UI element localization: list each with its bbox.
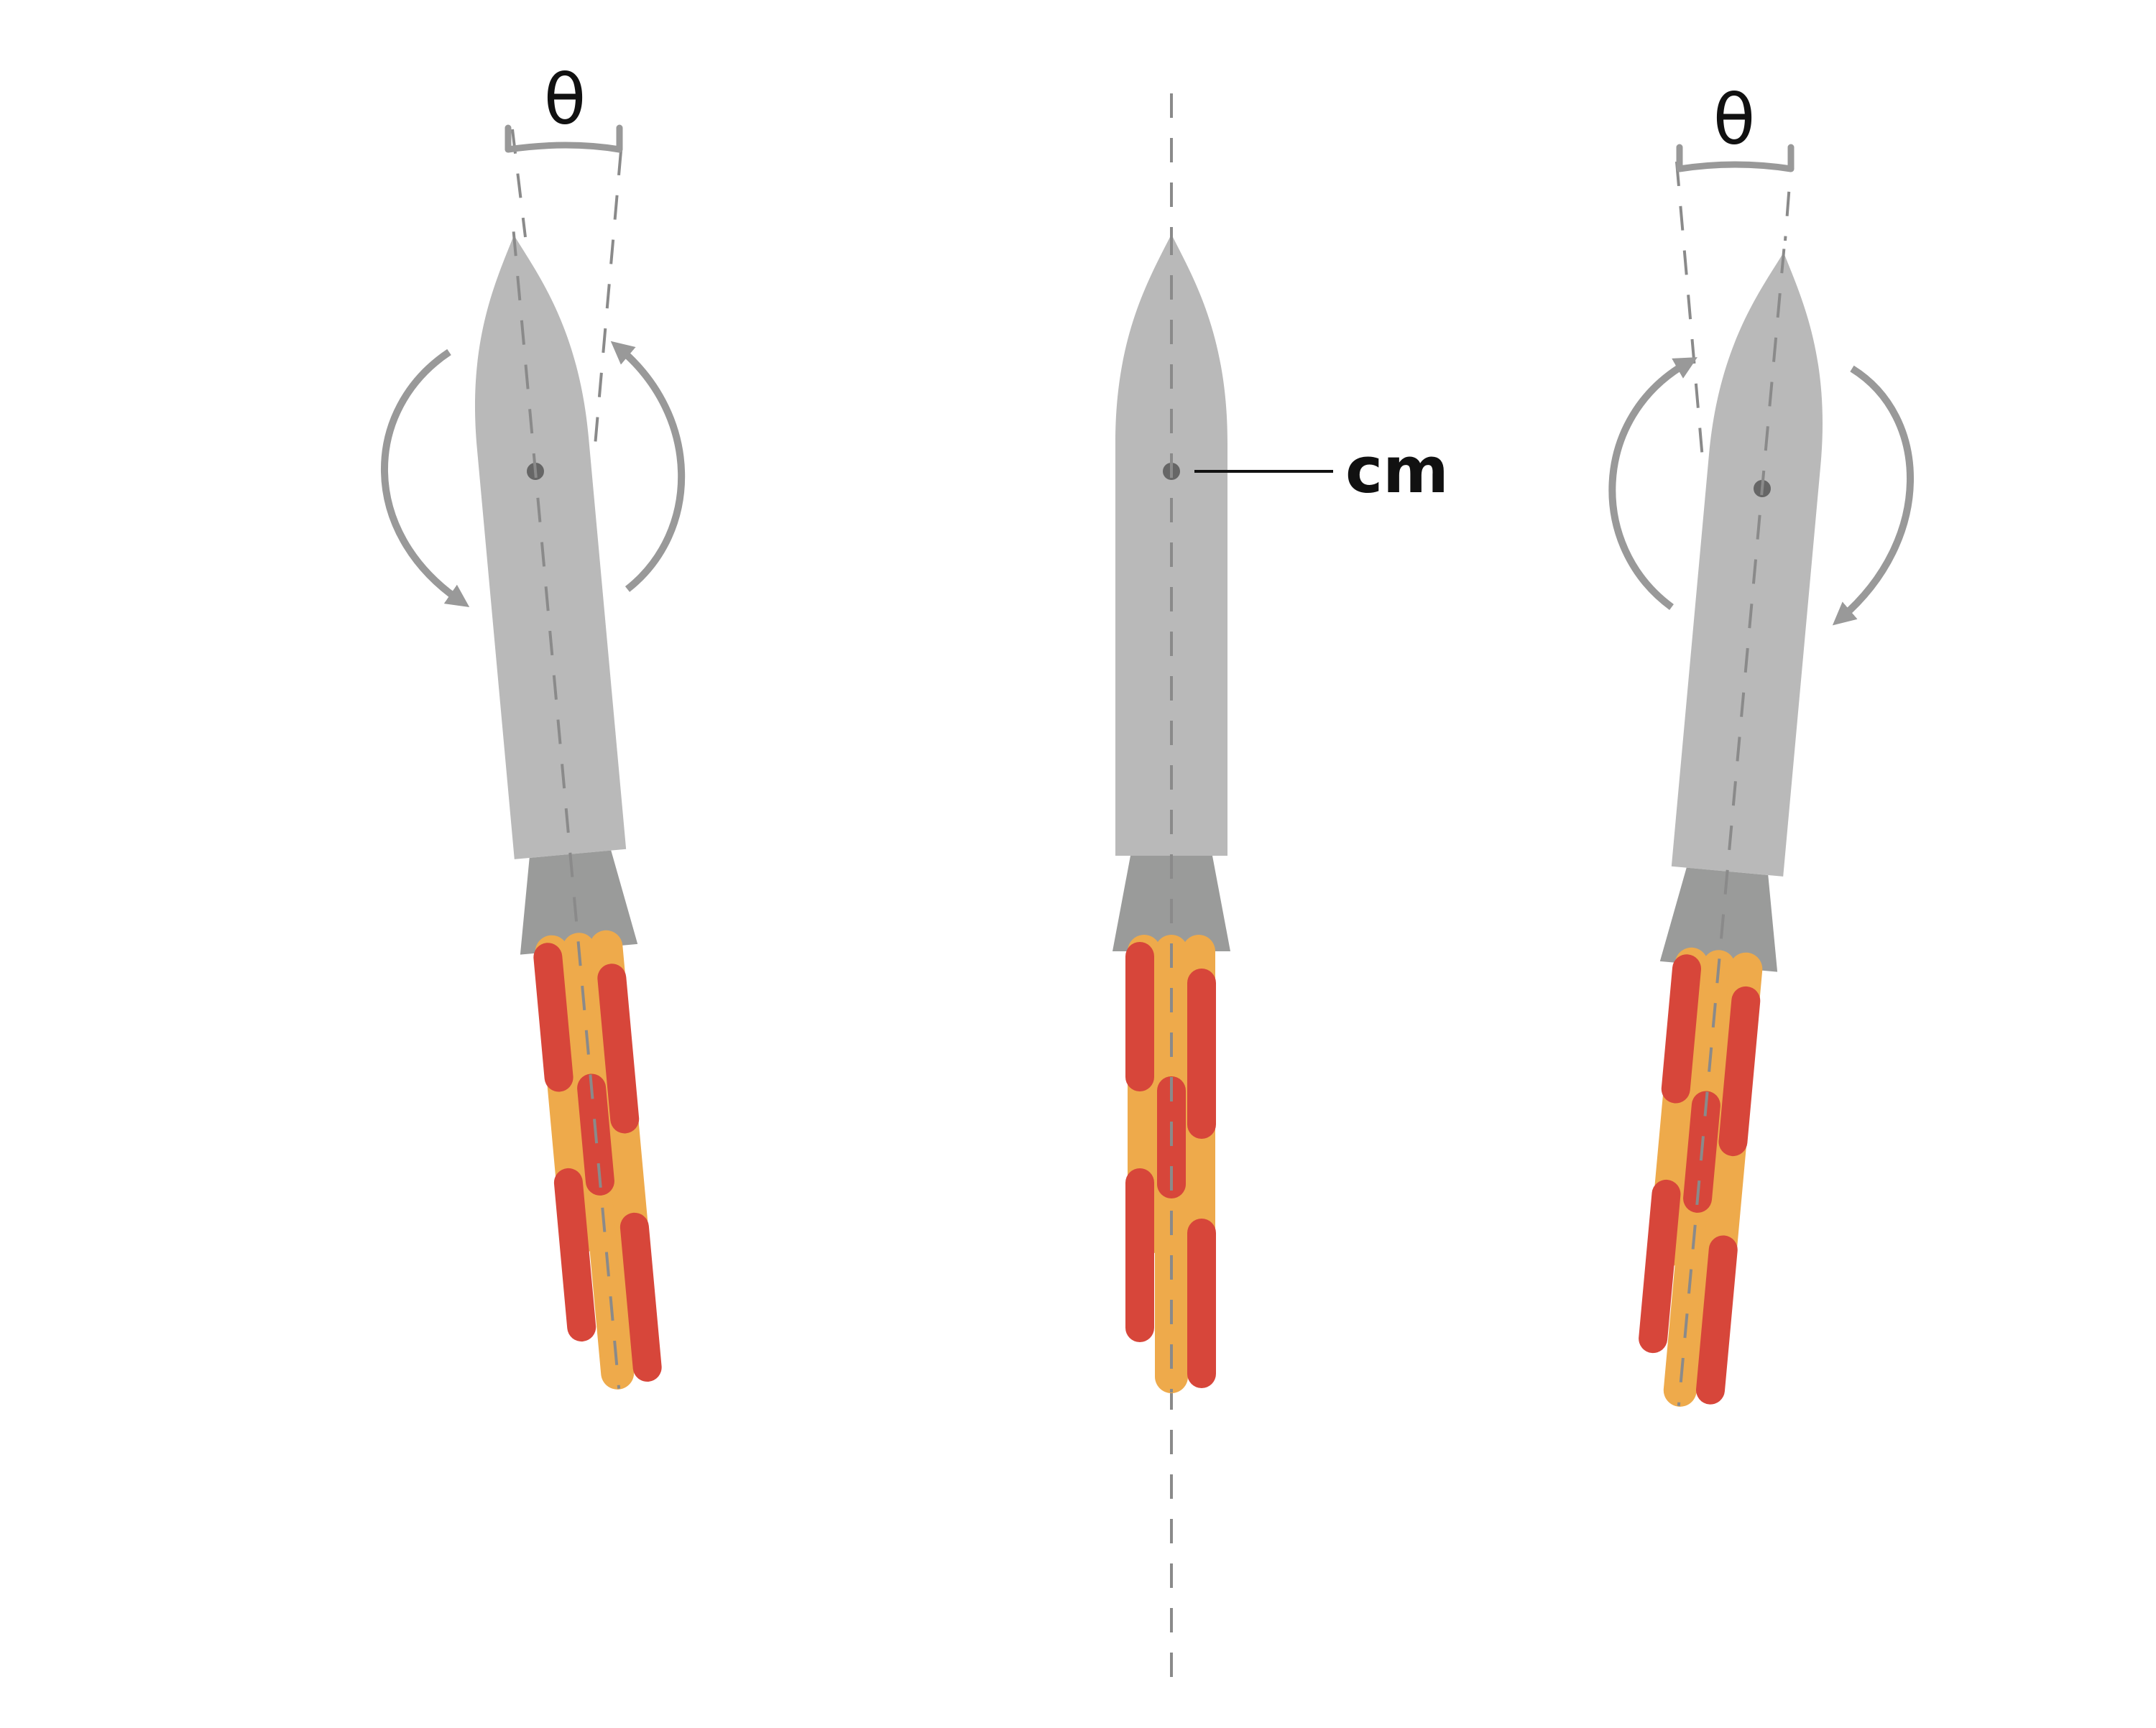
- center-rocket: cm: [1112, 93, 1449, 1688]
- theta-left-label: θ: [544, 60, 586, 140]
- left-rocket-body: [455, 226, 678, 1394]
- left-rotation-arrow-left: [381, 348, 470, 608]
- right-rotation-arrow-left: [1608, 357, 1697, 611]
- right-vertical-reference-axis: [1675, 161, 1705, 468]
- left-rocket: θ: [381, 60, 686, 1394]
- left-angle-bracket: [505, 124, 623, 153]
- center-rocket-body: [1112, 231, 1230, 1392]
- right-angle-bracket: [1676, 144, 1795, 172]
- right-rocket-body: [1620, 244, 1843, 1411]
- center-of-mass-label: cm: [1345, 433, 1449, 507]
- right-rotation-arrow-right: [1832, 365, 1914, 626]
- left-rotation-arrow-right: [610, 341, 686, 592]
- right-rocket: θ: [1608, 80, 1914, 1411]
- theta-right-label: θ: [1713, 80, 1756, 160]
- left-tilted-axis-upper: [594, 150, 622, 446]
